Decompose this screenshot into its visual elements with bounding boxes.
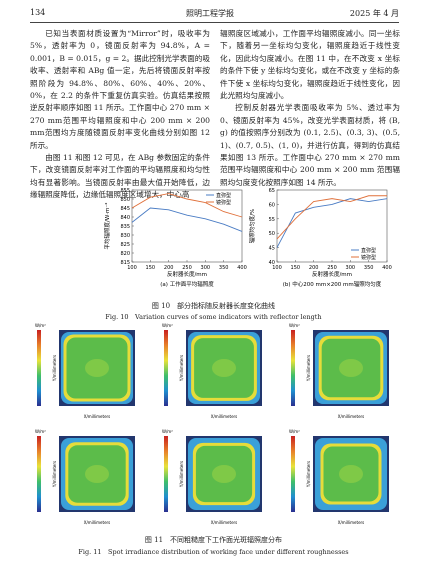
x-axis-label: X/millimeters <box>338 414 365 419</box>
y-tick-label: 815 <box>120 260 130 266</box>
chart: 40 45 50 55 60 65 100 150 200 250 300 350 400 反射器长度/m… <box>248 188 392 288</box>
x-tick-label: 100 <box>127 265 137 271</box>
colorbar <box>37 330 41 406</box>
x-axis-label: X/millimeters <box>338 520 365 525</box>
legend-label: 镜弥型 <box>216 199 231 206</box>
heatmap-patch <box>212 465 236 483</box>
series-line <box>131 193 243 218</box>
heatmap-patch <box>339 465 363 483</box>
unit-label: W/m² <box>162 429 173 434</box>
y-axis-label: Y/millimeters <box>52 461 57 488</box>
unit-label: W/m² <box>289 323 300 328</box>
paragraph: 控制反射器光学表面吸收率为 5%、透过率为 0、镜面反射率为 45%，改变光学表… <box>220 103 400 187</box>
x-tick-label: 100 <box>272 265 282 271</box>
chart: 815 820 825 830 835 840 845 850 855 100 150 200 250 3… <box>103 188 247 288</box>
series-line <box>276 198 388 248</box>
x-axis-label: X/millimeters <box>84 414 111 419</box>
paragraph: 由图 11 和图 12 可见，在 ABg 参数固定的条件下，改变镜面反射率对工作… <box>30 153 210 200</box>
caption: 图 11 不同粗糙度下工作面光斑辐照度分布 <box>144 536 283 544</box>
heatmap-patch <box>212 359 236 377</box>
x-tick-label: 150 <box>291 265 301 271</box>
left-column: 已知当表面材质设置为“Mirror”时，吸收率为 5%，透射率为 0，镜面反射率… <box>30 28 210 202</box>
date: 2025 年 4 月 <box>349 9 399 18</box>
y-axis-label: Y/millimeters <box>306 461 311 488</box>
subcaption: (a) 工作面平均辐照度 <box>160 280 214 288</box>
x-tick-label: 400 <box>382 265 392 271</box>
legend-label: 直弥型 <box>361 247 376 254</box>
x-axis-label: 反射器长度/mm <box>312 270 352 278</box>
y-tick-label: 50 <box>269 231 275 237</box>
unit-label: W/m² <box>35 429 46 434</box>
y-tick-label: 820 <box>120 251 130 257</box>
y-axis-label: Y/millimeters <box>179 355 184 382</box>
colorbar <box>291 436 295 512</box>
heatmap-patch <box>85 465 109 483</box>
y-tick-label: 60 <box>269 202 275 208</box>
unit-label: W/m² <box>35 323 46 328</box>
y-tick-label: 845 <box>120 206 130 212</box>
colorbar <box>37 436 41 512</box>
x-tick-label: 250 <box>327 265 337 271</box>
y-axis-label: 平均辐照度/W·m⁻² <box>103 202 111 249</box>
x-axis-label: X/millimeters <box>84 520 111 525</box>
right-column: 辐照度区域减小，工作面平均辐照度减小。同一坐标下，随着另一坐标均匀变化，辐照度趋… <box>220 28 400 189</box>
page-number: 134 <box>30 8 46 17</box>
y-axis-label: 辐照均匀度/% <box>248 209 256 244</box>
y-axis-label: Y/millimeters <box>52 355 57 382</box>
x-tick-label: 400 <box>237 265 247 271</box>
journal: 照明工程学报 <box>186 9 234 18</box>
caption: Fig. 10 Variation curves of some indicat… <box>105 313 322 321</box>
x-tick-label: 250 <box>182 265 192 271</box>
colorbar <box>164 436 168 512</box>
y-tick-label: 45 <box>269 246 275 252</box>
x-tick-label: 200 <box>164 265 174 271</box>
series-line <box>276 195 387 240</box>
heatmap-patch <box>339 359 363 377</box>
y-axis-label: Y/millimeters <box>179 461 184 488</box>
y-tick-label: 55 <box>269 217 275 223</box>
y-tick-label: 825 <box>120 242 130 248</box>
y-axis-label: Y/millimeters <box>306 355 311 382</box>
legend-label: 镜弥型 <box>361 254 376 261</box>
y-tick-label: 835 <box>120 224 130 230</box>
y-tick-label: 850 <box>120 197 130 203</box>
heatmaps: W/m² Y/millimeters X/millimeters W/m² Y/mill… <box>35 323 389 525</box>
y-tick-label: 840 <box>120 215 130 221</box>
x-tick-label: 300 <box>201 265 211 271</box>
rule <box>30 22 399 23</box>
colorbar <box>164 330 168 406</box>
series-line <box>131 207 243 232</box>
y-tick-label: 830 <box>120 233 130 239</box>
y-tick-label: 65 <box>269 188 275 194</box>
caption: 图 10 部分指标随反射器长度变化曲线 <box>151 302 276 310</box>
x-axis-label: X/millimeters <box>211 520 238 525</box>
x-tick-label: 150 <box>146 265 156 271</box>
x-axis-label: X/millimeters <box>211 414 238 419</box>
x-tick-label: 350 <box>364 265 374 271</box>
x-axis-label: 反射器长度/mm <box>167 270 207 278</box>
x-tick-label: 300 <box>346 265 356 271</box>
y-tick-label: 855 <box>120 188 130 194</box>
legend-label: 直弥型 <box>216 192 231 199</box>
unit-label: W/m² <box>289 429 300 434</box>
subcaption: (b) 中心200 mm×200 mm辐照均匀度 <box>283 280 382 288</box>
x-tick-label: 200 <box>309 265 319 271</box>
caption: Fig. 11 Spot irradiance distribution of … <box>78 548 349 556</box>
paragraph: 辐照度区域减小，工作面平均辐照度减小。同一坐标下，随着另一坐标均匀变化，辐照度趋… <box>220 29 400 101</box>
y-tick-label: 40 <box>269 260 275 266</box>
x-tick-label: 350 <box>219 265 229 271</box>
heatmap-patch <box>85 359 109 377</box>
paragraph: 已知当表面材质设置为“Mirror”时，吸收率为 5%，透射率为 0，镜面反射率… <box>30 29 210 150</box>
colorbar <box>291 330 295 406</box>
unit-label: W/m² <box>162 323 173 328</box>
